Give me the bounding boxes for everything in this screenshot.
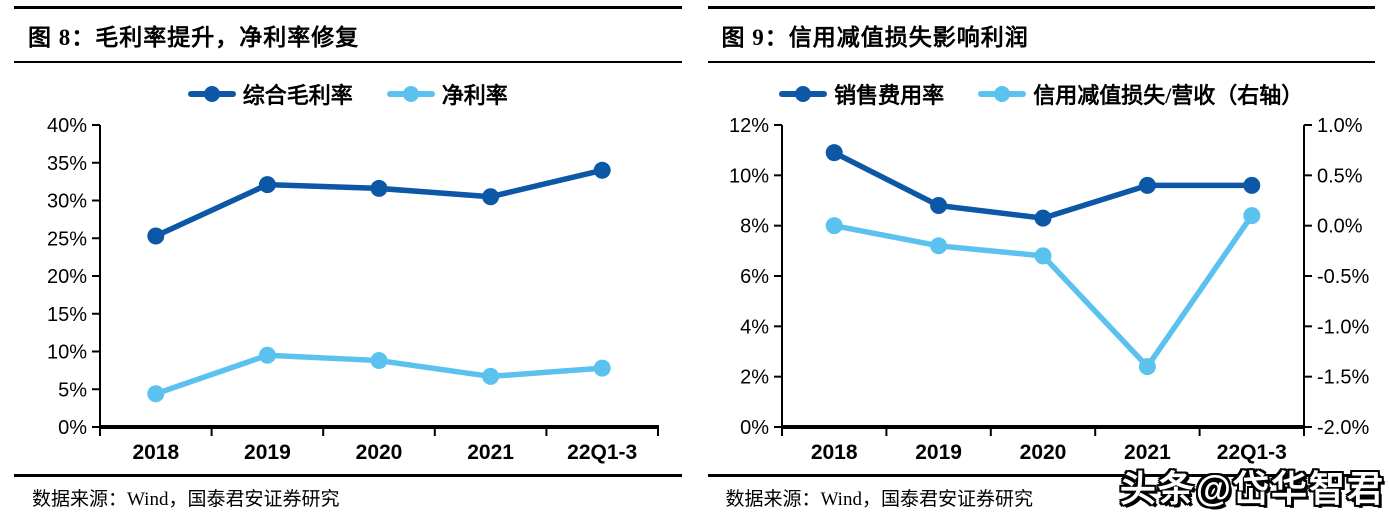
figure-title-text: 图 8：毛利率提升，净利率修复 <box>28 25 359 50</box>
y-axis-label: 10% <box>47 342 87 364</box>
y-axis-label: 15% <box>47 304 87 326</box>
series-line <box>834 153 1252 218</box>
legend-line-dot-icon <box>779 86 827 102</box>
data-point-marker <box>371 352 388 369</box>
legend-label: 净利率 <box>442 78 508 110</box>
y-axis-label: 5% <box>58 379 87 401</box>
source-text: 数据来源：Wind，国泰君安证券研究 <box>726 489 1033 510</box>
data-point-marker <box>1138 358 1155 375</box>
y-axis-label: 8% <box>740 216 769 238</box>
data-point-marker <box>259 347 276 364</box>
data-point-marker <box>482 368 499 385</box>
y-axis-label: 25% <box>47 228 87 250</box>
series-line <box>834 216 1252 367</box>
y-axis-label: 35% <box>47 153 87 175</box>
data-point-marker <box>147 385 164 402</box>
y-axis-right-label: 0.0% <box>1317 216 1363 238</box>
figure-8-title: 图 8：毛利率提升，净利率修复 <box>14 6 682 63</box>
x-axis-label: 2019 <box>244 441 291 464</box>
figure-8-source: 数据来源：Wind，国泰君安证券研究 <box>14 474 682 515</box>
data-point-marker <box>930 237 947 254</box>
legend-label: 信用减值损失/营收（右轴） <box>1033 78 1303 110</box>
data-point-marker <box>825 217 842 234</box>
y-axis-label: 4% <box>740 316 769 338</box>
legend-item: 净利率 <box>387 78 508 110</box>
data-point-marker <box>371 180 388 197</box>
figure-9-plot: 12% 10% 8% 6% 4% 2% 0% 1.0% 0.5% 0.0% -0.5% -1.0% -1… <box>708 115 1389 467</box>
y-axis-label: 12% <box>728 115 768 137</box>
y-axis-right-label: -1.5% <box>1317 367 1369 389</box>
y-axis-label: 6% <box>740 266 769 288</box>
x-axis-label: 2018 <box>810 441 857 464</box>
figure-9-legend: 销售费用率 信用减值损失/营收（右轴） <box>708 73 1376 115</box>
watermark: 头条@岱华智君 <box>1120 460 1385 512</box>
data-point-marker <box>825 144 842 161</box>
data-point-marker <box>259 176 276 193</box>
y-axis-right-label: 0.5% <box>1317 165 1363 187</box>
x-axis-label: 2019 <box>915 441 962 464</box>
x-axis-label: 22Q1-3 <box>567 441 637 464</box>
data-point-marker <box>1034 247 1051 264</box>
y-axis-right-label: -1.0% <box>1317 316 1369 338</box>
y-axis-label: 10% <box>728 165 768 187</box>
legend-line-dot-icon <box>387 86 435 102</box>
legend-label: 销售费用率 <box>834 78 944 110</box>
data-point-marker <box>147 227 164 244</box>
x-axis-label: 2020 <box>1019 441 1066 464</box>
legend-line-dot-icon <box>978 86 1026 102</box>
data-point-marker <box>1138 177 1155 194</box>
data-point-marker <box>930 197 947 214</box>
y-axis-right-label: -0.5% <box>1317 266 1369 288</box>
y-axis-right-label: -2.0% <box>1317 417 1369 439</box>
x-axis-label: 2021 <box>467 441 514 464</box>
data-point-marker <box>1243 207 1260 224</box>
figure-9-panel: 图 9：信用减值损失影响利润 销售费用率 信用减值损失/营收（右轴） 12% 10%… <box>708 6 1376 514</box>
y-axis-label: 40% <box>47 115 87 137</box>
legend-label: 综合毛利率 <box>243 78 353 110</box>
y-axis-label: 0% <box>58 417 87 439</box>
y-axis-label: 2% <box>740 367 769 389</box>
data-point-marker <box>594 360 611 377</box>
legend-line-dot-icon <box>188 86 236 102</box>
legend-item: 综合毛利率 <box>188 78 353 110</box>
figure-9-title: 图 9：信用减值损失影响利润 <box>708 6 1376 63</box>
data-point-marker <box>482 188 499 205</box>
data-point-marker <box>1243 177 1260 194</box>
y-axis-right-label: 1.0% <box>1317 115 1363 137</box>
figure-title-text: 图 9：信用减值损失影响利润 <box>722 25 1029 50</box>
data-point-marker <box>1034 210 1051 227</box>
y-axis-label: 30% <box>47 191 87 213</box>
y-axis-label: 20% <box>47 266 87 288</box>
figure-8-panel: 图 8：毛利率提升，净利率修复 综合毛利率 净利率 40% 35% 30% 25% 20%… <box>14 6 682 514</box>
y-axis-label: 0% <box>740 417 769 439</box>
x-axis-label: 2018 <box>132 441 179 464</box>
figure-8-plot: 40% 35% 30% 25% 20% 15% 10% 5% 0% 2018 2019 2020 202… <box>14 115 674 467</box>
x-axis-label: 2020 <box>356 441 403 464</box>
data-point-marker <box>594 162 611 179</box>
figure-9-chart-area: 销售费用率 信用减值损失/营收（右轴） 12% 10% 8% 6% 4% 2% 0% 1.0% 0… <box>708 63 1376 472</box>
legend-item: 销售费用率 <box>779 78 944 110</box>
legend-item: 信用减值损失/营收（右轴） <box>978 78 1303 110</box>
figure-8-chart-area: 综合毛利率 净利率 40% 35% 30% 25% 20% 15% 10% 5% 0% 2018 20… <box>14 63 682 472</box>
figure-8-legend: 综合毛利率 净利率 <box>14 73 682 115</box>
source-text: 数据来源：Wind，国泰君安证券研究 <box>32 489 339 510</box>
